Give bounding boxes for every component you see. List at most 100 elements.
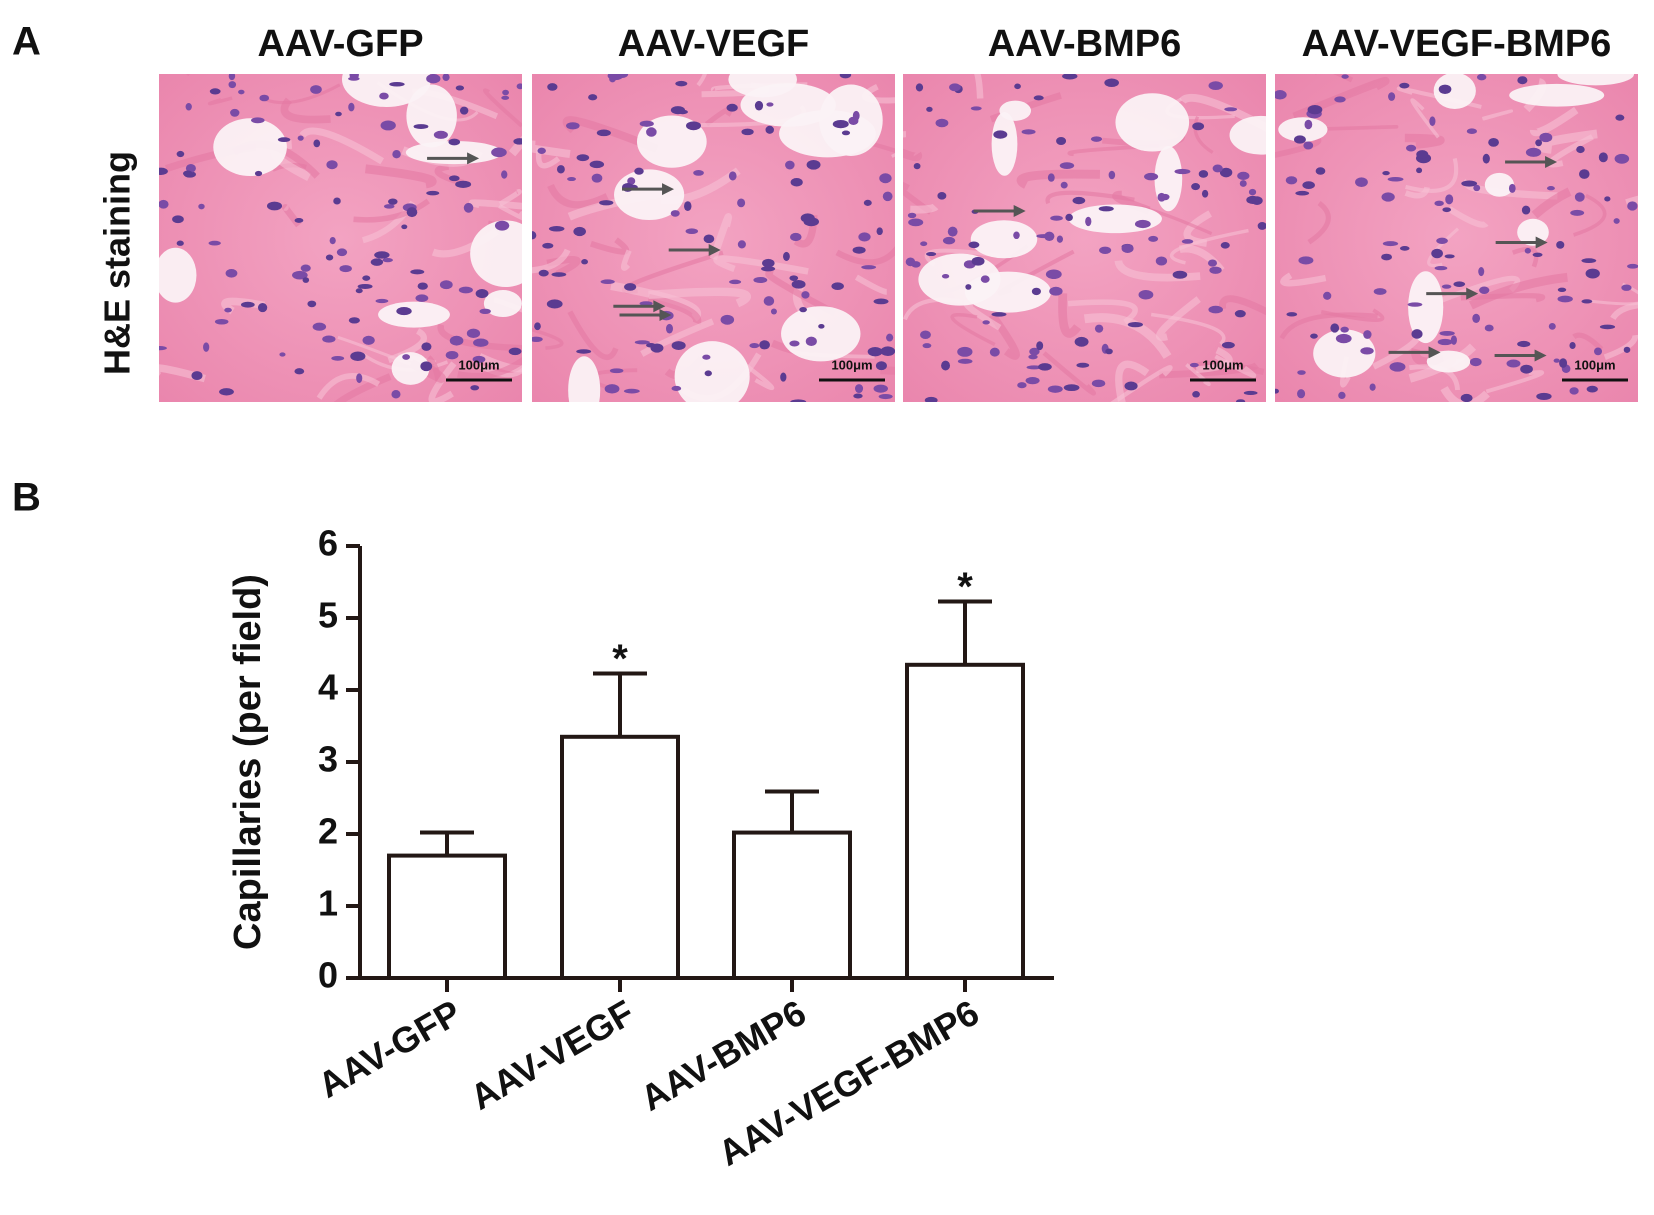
nucleus xyxy=(1338,391,1346,400)
scale-bar-label: 100μm xyxy=(1574,357,1615,372)
nucleus xyxy=(623,388,640,394)
nucleus xyxy=(650,343,664,353)
y-tick-label: 0 xyxy=(318,955,338,996)
fiber xyxy=(1170,228,1249,265)
nucleus xyxy=(1585,268,1600,279)
nucleus xyxy=(1416,167,1423,174)
nucleus xyxy=(1060,181,1068,189)
bar xyxy=(905,662,1025,980)
fiber xyxy=(1625,195,1638,207)
lumen xyxy=(1154,145,1183,212)
nucleus xyxy=(238,89,245,95)
nucleus xyxy=(581,259,588,265)
fiber xyxy=(1481,109,1513,121)
nucleus xyxy=(1399,82,1410,89)
y-tick-label: 3 xyxy=(318,739,338,780)
nucleus xyxy=(634,167,644,175)
nucleus xyxy=(1033,95,1044,101)
nucleus xyxy=(1063,384,1080,392)
micrograph xyxy=(159,74,522,402)
nucleus xyxy=(1045,269,1062,280)
nucleus xyxy=(1208,81,1223,90)
nucleus xyxy=(1315,167,1326,175)
nucleus xyxy=(1330,323,1340,333)
nucleus xyxy=(1627,201,1638,211)
fiber xyxy=(547,183,609,209)
micrograph xyxy=(903,74,1266,402)
nucleus xyxy=(357,283,373,290)
nucleus xyxy=(670,210,680,217)
nucleus xyxy=(556,165,565,174)
nucleus xyxy=(1198,170,1209,178)
nucleus xyxy=(785,160,795,170)
nucleus xyxy=(935,118,949,128)
nucleus xyxy=(1438,84,1452,94)
fiber xyxy=(483,88,522,128)
nucleus xyxy=(1297,389,1306,399)
nucleus xyxy=(172,215,184,224)
arrow-head xyxy=(1545,155,1558,168)
nucleus xyxy=(1548,322,1556,330)
fiber xyxy=(854,274,888,295)
nucleus xyxy=(547,83,558,91)
fiber xyxy=(1460,293,1546,303)
nucleus xyxy=(576,154,590,162)
nucleus xyxy=(993,130,1008,139)
nucleus xyxy=(532,231,537,240)
nucleus xyxy=(848,116,859,125)
nucleus xyxy=(1028,354,1038,360)
nucleus xyxy=(185,102,192,111)
nucleus xyxy=(790,232,802,242)
nucleus xyxy=(926,251,937,257)
nucleus xyxy=(1557,287,1567,292)
fiber xyxy=(434,163,464,187)
nucleus xyxy=(1174,168,1191,175)
fiber xyxy=(428,361,457,402)
fiber xyxy=(1150,312,1226,346)
nucleus xyxy=(182,170,193,177)
fiber xyxy=(468,199,522,210)
nucleus xyxy=(326,160,338,170)
arrow-head xyxy=(662,183,675,196)
nucleus xyxy=(754,100,764,111)
nucleus xyxy=(1373,288,1387,295)
nucleus xyxy=(566,122,580,130)
bar xyxy=(387,853,507,980)
nucleus xyxy=(1224,107,1238,112)
fiber xyxy=(1279,312,1378,340)
nucleus xyxy=(159,346,167,351)
fiber xyxy=(835,245,895,266)
nucleus xyxy=(1478,267,1485,277)
nucleus xyxy=(1243,390,1258,396)
column-title: AAV-VEGF-BMP6 xyxy=(1302,23,1612,65)
nucleus xyxy=(671,385,682,392)
nucleus xyxy=(1234,310,1246,318)
nucleus xyxy=(703,234,715,244)
nucleus xyxy=(1556,240,1565,249)
nucleus xyxy=(1536,392,1552,400)
lumen xyxy=(1426,350,1471,373)
fiber xyxy=(647,293,702,325)
nucleus xyxy=(591,173,603,183)
nucleus xyxy=(1201,189,1209,198)
nucleus xyxy=(191,371,203,381)
nucleus xyxy=(684,201,692,212)
nucleus xyxy=(876,227,883,236)
nucleus xyxy=(702,354,711,360)
nucleus xyxy=(957,358,973,364)
arrow-head xyxy=(1428,346,1441,359)
y-tick-label: 1 xyxy=(318,883,338,924)
nucleus xyxy=(671,341,686,350)
fiber xyxy=(186,74,235,77)
fiber xyxy=(532,327,564,350)
nucleus xyxy=(1104,78,1119,88)
nucleus xyxy=(413,124,429,130)
nucleus xyxy=(426,190,440,196)
nucleus xyxy=(1026,365,1042,370)
lumen xyxy=(970,220,1038,259)
nucleus xyxy=(915,83,924,92)
lumen xyxy=(159,247,197,303)
nucleus xyxy=(1614,153,1630,164)
nucleus xyxy=(312,322,327,331)
